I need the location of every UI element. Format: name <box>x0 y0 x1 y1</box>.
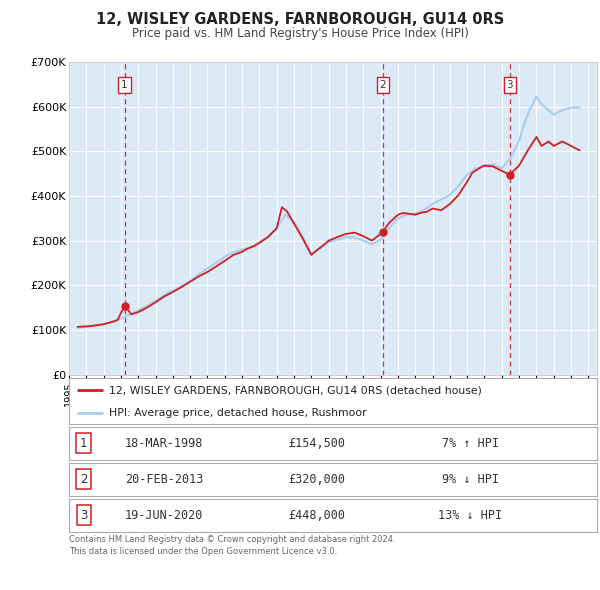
Text: 1: 1 <box>121 80 128 90</box>
Text: £320,000: £320,000 <box>289 473 346 486</box>
Text: 20-FEB-2013: 20-FEB-2013 <box>125 473 203 486</box>
Text: 19-JUN-2020: 19-JUN-2020 <box>125 509 203 522</box>
Text: £154,500: £154,500 <box>289 437 346 450</box>
Text: Contains HM Land Registry data © Crown copyright and database right 2024.
This d: Contains HM Land Registry data © Crown c… <box>69 535 395 556</box>
Text: 2: 2 <box>380 80 386 90</box>
Text: 12, WISLEY GARDENS, FARNBOROUGH, GU14 0RS: 12, WISLEY GARDENS, FARNBOROUGH, GU14 0R… <box>96 12 504 27</box>
Text: 13% ↓ HPI: 13% ↓ HPI <box>438 509 502 522</box>
Text: 18-MAR-1998: 18-MAR-1998 <box>125 437 203 450</box>
Text: 2: 2 <box>80 473 88 486</box>
Text: 1: 1 <box>80 437 88 450</box>
Text: 3: 3 <box>80 509 88 522</box>
Text: 7% ↑ HPI: 7% ↑ HPI <box>442 437 499 450</box>
Text: Price paid vs. HM Land Registry's House Price Index (HPI): Price paid vs. HM Land Registry's House … <box>131 27 469 40</box>
Text: HPI: Average price, detached house, Rushmoor: HPI: Average price, detached house, Rush… <box>109 408 366 418</box>
Text: 12, WISLEY GARDENS, FARNBOROUGH, GU14 0RS (detached house): 12, WISLEY GARDENS, FARNBOROUGH, GU14 0R… <box>109 385 481 395</box>
Text: £448,000: £448,000 <box>289 509 346 522</box>
Text: 9% ↓ HPI: 9% ↓ HPI <box>442 473 499 486</box>
Text: 3: 3 <box>506 80 513 90</box>
